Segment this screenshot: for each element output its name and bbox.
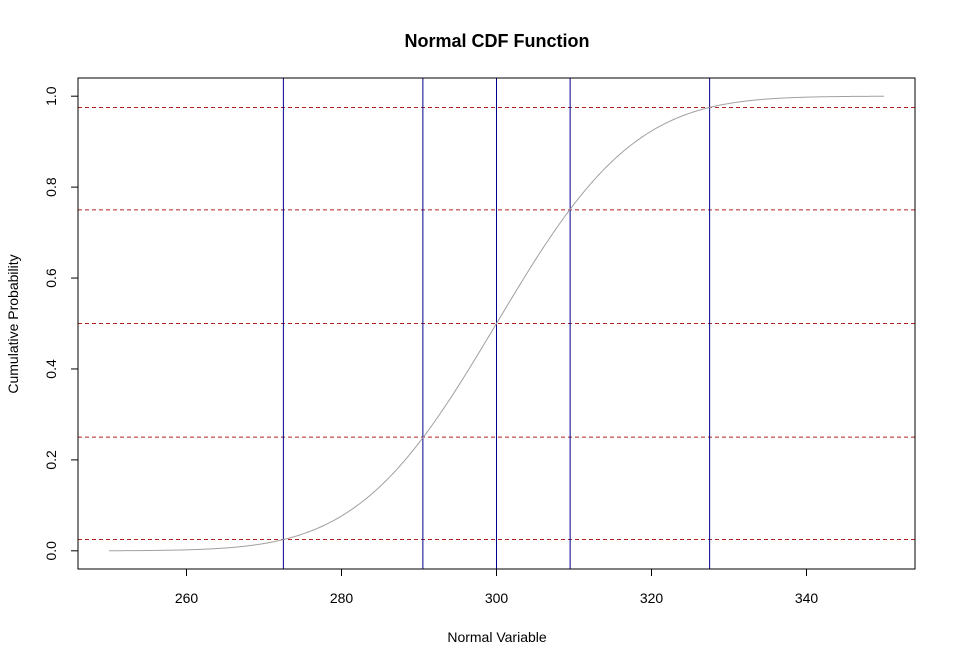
y-tick-label: 0.4: [43, 359, 59, 379]
chart-title: Normal CDF Function: [405, 31, 590, 51]
y-tick-label: 0.8: [43, 177, 59, 197]
y-tick-label: 0.6: [43, 268, 59, 288]
x-tick-label: 320: [640, 590, 664, 606]
x-tick-label: 340: [795, 590, 819, 606]
y-tick-label: 0.2: [43, 450, 59, 470]
y-axis-label: Cumulative Probability: [5, 254, 21, 393]
x-axis: 260 280 300 320 340: [175, 568, 819, 606]
x-axis-label: Normal Variable: [447, 629, 547, 645]
cdf-curve: [109, 95, 884, 552]
cdf-curve-layer: [109, 95, 884, 552]
y-tick-label: 0.0: [43, 541, 59, 561]
y-axis: 0.0 0.2 0.4 0.6 0.8 1.0: [43, 86, 79, 561]
y-tick-label: 1.0: [43, 86, 59, 106]
x-tick-label: 260: [175, 590, 199, 606]
x-tick-label: 300: [485, 590, 509, 606]
x-tick-label: 280: [330, 590, 354, 606]
